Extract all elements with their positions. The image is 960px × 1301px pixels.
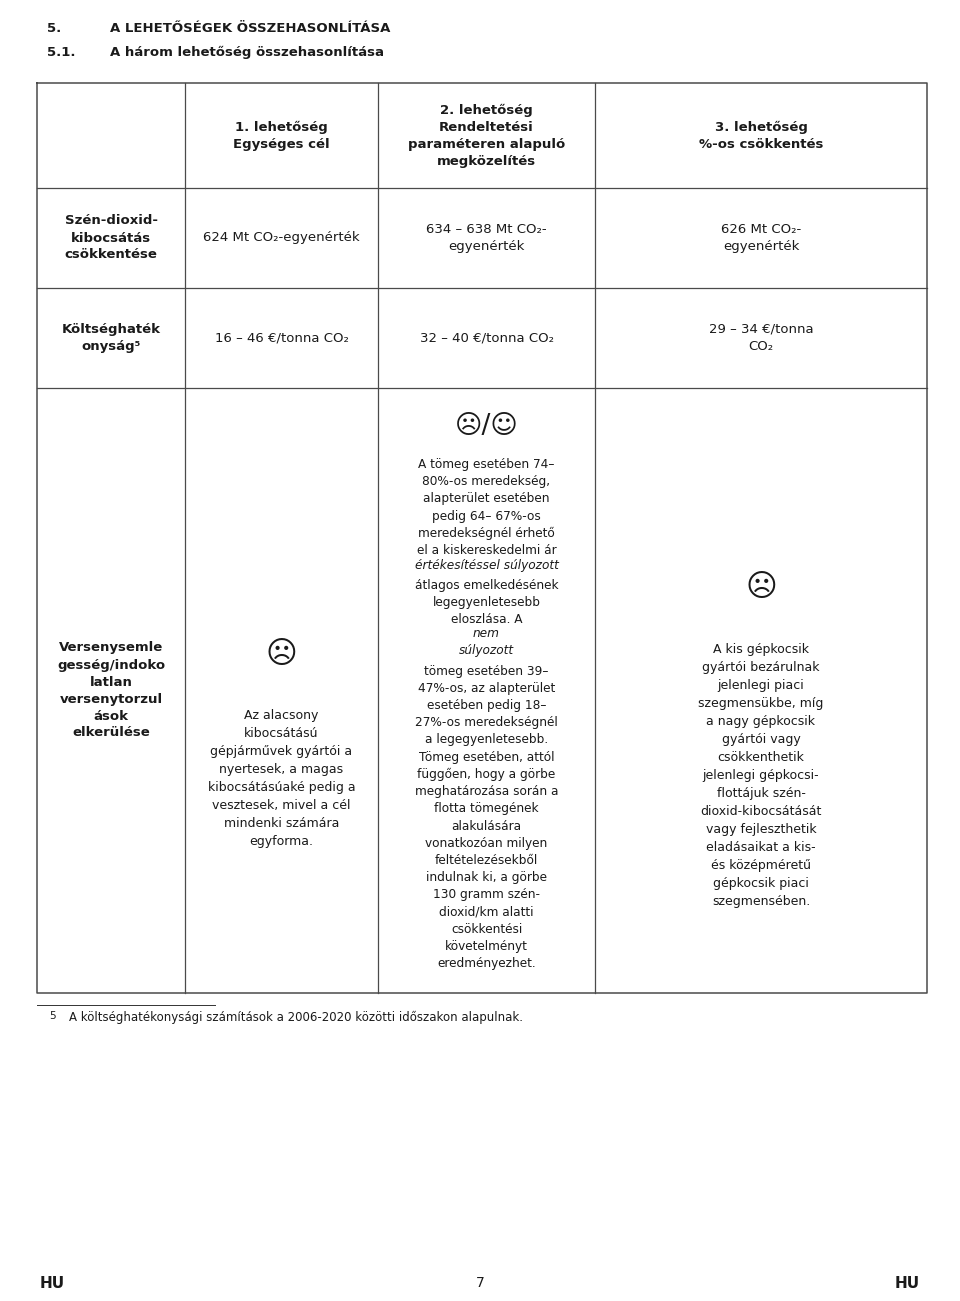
Text: A kis gépkocsik
gyártói bezárulnak
jelenlegi piaci
szegmensükbe, míg
a nagy gépk: A kis gépkocsik gyártói bezárulnak jelen… (698, 643, 824, 908)
Text: 5: 5 (49, 1011, 56, 1021)
Text: A költséghatékonysági számítások a 2006-2020 közötti időszakon alapulnak.: A költséghatékonysági számítások a 2006-… (69, 1011, 523, 1024)
Text: 29 – 34 €/tonna
CO₂: 29 – 34 €/tonna CO₂ (708, 323, 813, 353)
Text: Költséghaték
onyság⁵: Költséghaték onyság⁵ (61, 323, 160, 353)
Text: ☹: ☹ (745, 574, 777, 602)
Text: HU: HU (895, 1275, 920, 1291)
Text: HU: HU (40, 1275, 65, 1291)
Text: 624 Mt CO₂-egyenérték: 624 Mt CO₂-egyenérték (204, 232, 360, 245)
Text: 634 – 638 Mt CO₂-
egyenérték: 634 – 638 Mt CO₂- egyenérték (426, 222, 547, 252)
Text: A LEHETŐSÉGEK ÖSSZEHASONLÍTÁSA: A LEHETŐSÉGEK ÖSSZEHASONLÍTÁSA (110, 22, 391, 35)
Text: 2. lehetőség
Rendeltetési
paraméteren alapuló
megközelítés: 2. lehetőség Rendeltetési paraméteren al… (408, 103, 565, 168)
Text: 1. lehetőség
Egységes cél: 1. lehetőség Egységes cél (233, 121, 330, 151)
Text: ☹/☺: ☹/☺ (455, 412, 518, 438)
Text: 7: 7 (475, 1276, 485, 1291)
Text: 32 – 40 €/tonna CO₂: 32 – 40 €/tonna CO₂ (420, 332, 554, 345)
Text: értékesítéssel súlyozott: értékesítéssel súlyozott (415, 558, 559, 571)
FancyBboxPatch shape (381, 644, 591, 661)
Text: 3. lehetőség
%-os csökkentés: 3. lehetőség %-os csökkentés (699, 121, 823, 151)
Text: 5.1.: 5.1. (47, 46, 76, 59)
Text: Szén-dioxid-
kibocsátás
csökkentése: Szén-dioxid- kibocsátás csökkentése (64, 215, 157, 262)
FancyBboxPatch shape (381, 627, 591, 643)
Text: Az alacsony
kibocsátású
gépjárművek gyártói a
nyertesek, a magas
kibocsátásúaké : Az alacsony kibocsátású gépjárművek gyár… (207, 709, 355, 848)
Text: ☹: ☹ (266, 640, 298, 669)
FancyBboxPatch shape (381, 559, 591, 575)
Text: 5.: 5. (47, 22, 61, 35)
Text: 626 Mt CO₂-
egyenérték: 626 Mt CO₂- egyenérték (721, 222, 802, 252)
Text: A három lehetőség összehasonlítása: A három lehetőség összehasonlítása (110, 46, 384, 59)
Text: 16 – 46 €/tonna CO₂: 16 – 46 €/tonna CO₂ (215, 332, 348, 345)
Text: nem: nem (473, 627, 500, 640)
Text: súlyozott: súlyozott (459, 644, 514, 657)
Text: A tömeg esetében 74–
80%-os meredekség,
alapterület esetében
pedig 64– 67%-os
me: A tömeg esetében 74– 80%-os meredekség, … (415, 458, 559, 971)
Text: Versenysemle
gesség/indoko
latlan
versenytorzul
ások
elkerülése: Versenysemle gesség/indoko latlan versen… (57, 641, 165, 739)
